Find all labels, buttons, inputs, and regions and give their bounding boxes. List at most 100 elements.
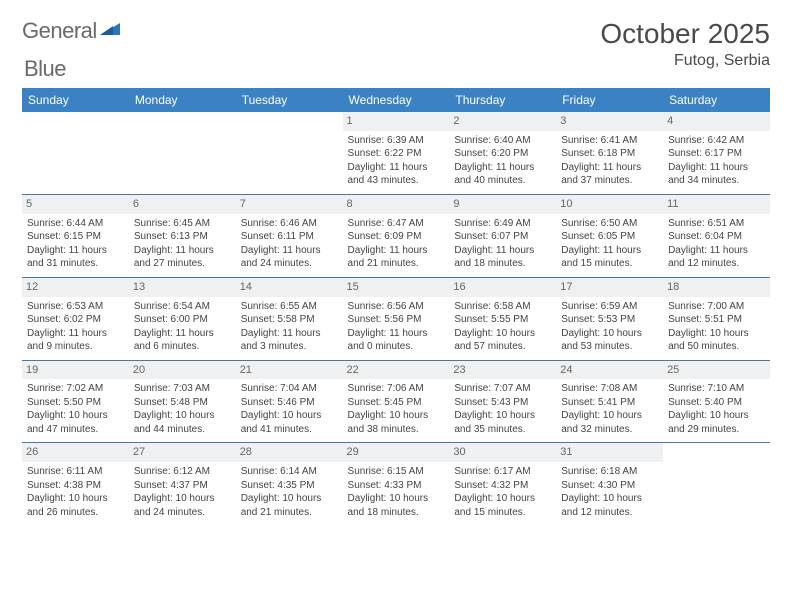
- daylight-line: Daylight: 10 hours and 53 minutes.: [561, 327, 658, 354]
- sunrise-line: Sunrise: 6:51 AM: [668, 217, 765, 231]
- day-number: 20: [129, 361, 236, 380]
- sunset-line: Sunset: 6:07 PM: [454, 230, 551, 244]
- calendar-row: 12Sunrise: 6:53 AMSunset: 6:02 PMDayligh…: [22, 277, 770, 360]
- day-number: 17: [556, 278, 663, 297]
- calendar-cell: 21Sunrise: 7:04 AMSunset: 5:46 PMDayligh…: [236, 360, 343, 443]
- calendar-cell: 24Sunrise: 7:08 AMSunset: 5:41 PMDayligh…: [556, 360, 663, 443]
- day-number: 9: [449, 195, 556, 214]
- sunset-line: Sunset: 5:43 PM: [454, 396, 551, 410]
- daylight-line: Daylight: 11 hours and 0 minutes.: [348, 327, 445, 354]
- sunset-line: Sunset: 6:17 PM: [668, 147, 765, 161]
- daylight-line: Daylight: 11 hours and 27 minutes.: [134, 244, 231, 271]
- calendar-cell: 25Sunrise: 7:10 AMSunset: 5:40 PMDayligh…: [663, 360, 770, 443]
- daylight-line: Daylight: 11 hours and 6 minutes.: [134, 327, 231, 354]
- calendar-cell: 20Sunrise: 7:03 AMSunset: 5:48 PMDayligh…: [129, 360, 236, 443]
- sunrise-line: Sunrise: 6:12 AM: [134, 465, 231, 479]
- sunset-line: Sunset: 6:11 PM: [241, 230, 338, 244]
- calendar-cell: 11Sunrise: 6:51 AMSunset: 6:04 PMDayligh…: [663, 194, 770, 277]
- calendar-cell: 30Sunrise: 6:17 AMSunset: 4:32 PMDayligh…: [449, 443, 556, 525]
- sunrise-line: Sunrise: 6:58 AM: [454, 300, 551, 314]
- sunrise-line: Sunrise: 6:15 AM: [348, 465, 445, 479]
- day-header: Wednesday: [343, 88, 450, 112]
- day-header: Friday: [556, 88, 663, 112]
- calendar-table: SundayMondayTuesdayWednesdayThursdayFrid…: [22, 88, 770, 525]
- sunset-line: Sunset: 5:48 PM: [134, 396, 231, 410]
- calendar-cell: 23Sunrise: 7:07 AMSunset: 5:43 PMDayligh…: [449, 360, 556, 443]
- calendar-cell: 27Sunrise: 6:12 AMSunset: 4:37 PMDayligh…: [129, 443, 236, 525]
- sunset-line: Sunset: 5:40 PM: [668, 396, 765, 410]
- daylight-line: Daylight: 11 hours and 18 minutes.: [454, 244, 551, 271]
- daylight-line: Daylight: 10 hours and 24 minutes.: [134, 492, 231, 519]
- calendar-cell: 2Sunrise: 6:40 AMSunset: 6:20 PMDaylight…: [449, 112, 556, 194]
- day-number: 28: [236, 443, 343, 462]
- day-number: 8: [343, 195, 450, 214]
- day-number: 18: [663, 278, 770, 297]
- daylight-line: Daylight: 10 hours and 57 minutes.: [454, 327, 551, 354]
- daylight-line: Daylight: 11 hours and 40 minutes.: [454, 161, 551, 188]
- day-number: 4: [663, 112, 770, 131]
- sunrise-line: Sunrise: 6:41 AM: [561, 134, 658, 148]
- daylight-line: Daylight: 11 hours and 9 minutes.: [27, 327, 124, 354]
- sunset-line: Sunset: 6:05 PM: [561, 230, 658, 244]
- sunrise-line: Sunrise: 6:44 AM: [27, 217, 124, 231]
- calendar-cell: 31 Sunrise: 6:18 AMSunset: 4:30 PMDayligh…: [556, 443, 663, 525]
- sunset-line: Sunset: 4:38 PM: [27, 479, 124, 493]
- day-number: 23: [449, 361, 556, 380]
- sunset-line: Sunset: 5:46 PM: [241, 396, 338, 410]
- sunrise-line: Sunrise: 6:40 AM: [454, 134, 551, 148]
- calendar-cell: 19Sunrise: 7:02 AMSunset: 5:50 PMDayligh…: [22, 360, 129, 443]
- daylight-line: Daylight: 11 hours and 34 minutes.: [668, 161, 765, 188]
- sunrise-line: Sunrise: 6:50 AM: [561, 217, 658, 231]
- day-number: 29: [343, 443, 450, 462]
- sunset-line: Sunset: 6:09 PM: [348, 230, 445, 244]
- calendar-cell: 16Sunrise: 6:58 AMSunset: 5:55 PMDayligh…: [449, 277, 556, 360]
- day-number: 7: [236, 195, 343, 214]
- calendar-cell: [236, 112, 343, 194]
- calendar-row: 5Sunrise: 6:44 AMSunset: 6:15 PMDaylight…: [22, 194, 770, 277]
- calendar-row: 26Sunrise: 6:11 AMSunset: 4:38 PMDayligh…: [22, 443, 770, 525]
- daylight-line: Daylight: 11 hours and 15 minutes.: [561, 244, 658, 271]
- sunset-line: Sunset: 4:30 PM: [561, 479, 658, 493]
- sunrise-line: Sunrise: 7:10 AM: [668, 382, 765, 396]
- daylight-line: Daylight: 10 hours and 47 minutes.: [27, 409, 124, 436]
- calendar-cell: 17Sunrise: 6:59 AMSunset: 5:53 PMDayligh…: [556, 277, 663, 360]
- day-number: 1: [343, 112, 450, 131]
- daylight-line: Daylight: 11 hours and 43 minutes.: [348, 161, 445, 188]
- sunrise-line: Sunrise: 6:18 AM: [561, 465, 658, 479]
- calendar-cell: 9 Sunrise: 6:49 AMSunset: 6:07 PMDaylight…: [449, 194, 556, 277]
- day-header: Monday: [129, 88, 236, 112]
- sunset-line: Sunset: 4:33 PM: [348, 479, 445, 493]
- calendar-cell: 26Sunrise: 6:11 AMSunset: 4:38 PMDayligh…: [22, 443, 129, 525]
- calendar-head: SundayMondayTuesdayWednesdayThursdayFrid…: [22, 88, 770, 112]
- sunset-line: Sunset: 6:22 PM: [348, 147, 445, 161]
- sunrise-line: Sunrise: 6:54 AM: [134, 300, 231, 314]
- calendar-cell: 28Sunrise: 6:14 AMSunset: 4:35 PMDayligh…: [236, 443, 343, 525]
- day-header: Tuesday: [236, 88, 343, 112]
- sunrise-line: Sunrise: 6:39 AM: [348, 134, 445, 148]
- calendar-cell: 29Sunrise: 6:15 AMSunset: 4:33 PMDayligh…: [343, 443, 450, 525]
- day-number: 31: [556, 443, 663, 462]
- logo-word1: General: [22, 18, 97, 43]
- sunrise-line: Sunrise: 6:59 AM: [561, 300, 658, 314]
- calendar-cell: 8Sunrise: 6:47 AMSunset: 6:09 PMDaylight…: [343, 194, 450, 277]
- title-block: October 2025 Futog, Serbia: [600, 18, 770, 70]
- sunrise-line: Sunrise: 7:08 AM: [561, 382, 658, 396]
- daylight-line: Daylight: 10 hours and 12 minutes.: [561, 492, 658, 519]
- day-number: 13: [129, 278, 236, 297]
- daylight-line: Daylight: 11 hours and 24 minutes.: [241, 244, 338, 271]
- day-number: 15: [343, 278, 450, 297]
- sunset-line: Sunset: 6:04 PM: [668, 230, 765, 244]
- calendar-cell: 13Sunrise: 6:54 AMSunset: 6:00 PMDayligh…: [129, 277, 236, 360]
- sunrise-line: Sunrise: 7:06 AM: [348, 382, 445, 396]
- sunset-line: Sunset: 5:51 PM: [668, 313, 765, 327]
- sunset-line: Sunset: 5:58 PM: [241, 313, 338, 327]
- day-number: 3: [556, 112, 663, 131]
- calendar-row: 1Sunrise: 6:39 AMSunset: 6:22 PMDaylight…: [22, 112, 770, 194]
- logo-word2: Blue: [24, 56, 66, 81]
- day-number: 27: [129, 443, 236, 462]
- sunset-line: Sunset: 5:41 PM: [561, 396, 658, 410]
- calendar-cell: 4Sunrise: 6:42 AMSunset: 6:17 PMDaylight…: [663, 112, 770, 194]
- sunrise-line: Sunrise: 6:49 AM: [454, 217, 551, 231]
- calendar-cell: 6Sunrise: 6:45 AMSunset: 6:13 PMDaylight…: [129, 194, 236, 277]
- sunset-line: Sunset: 5:56 PM: [348, 313, 445, 327]
